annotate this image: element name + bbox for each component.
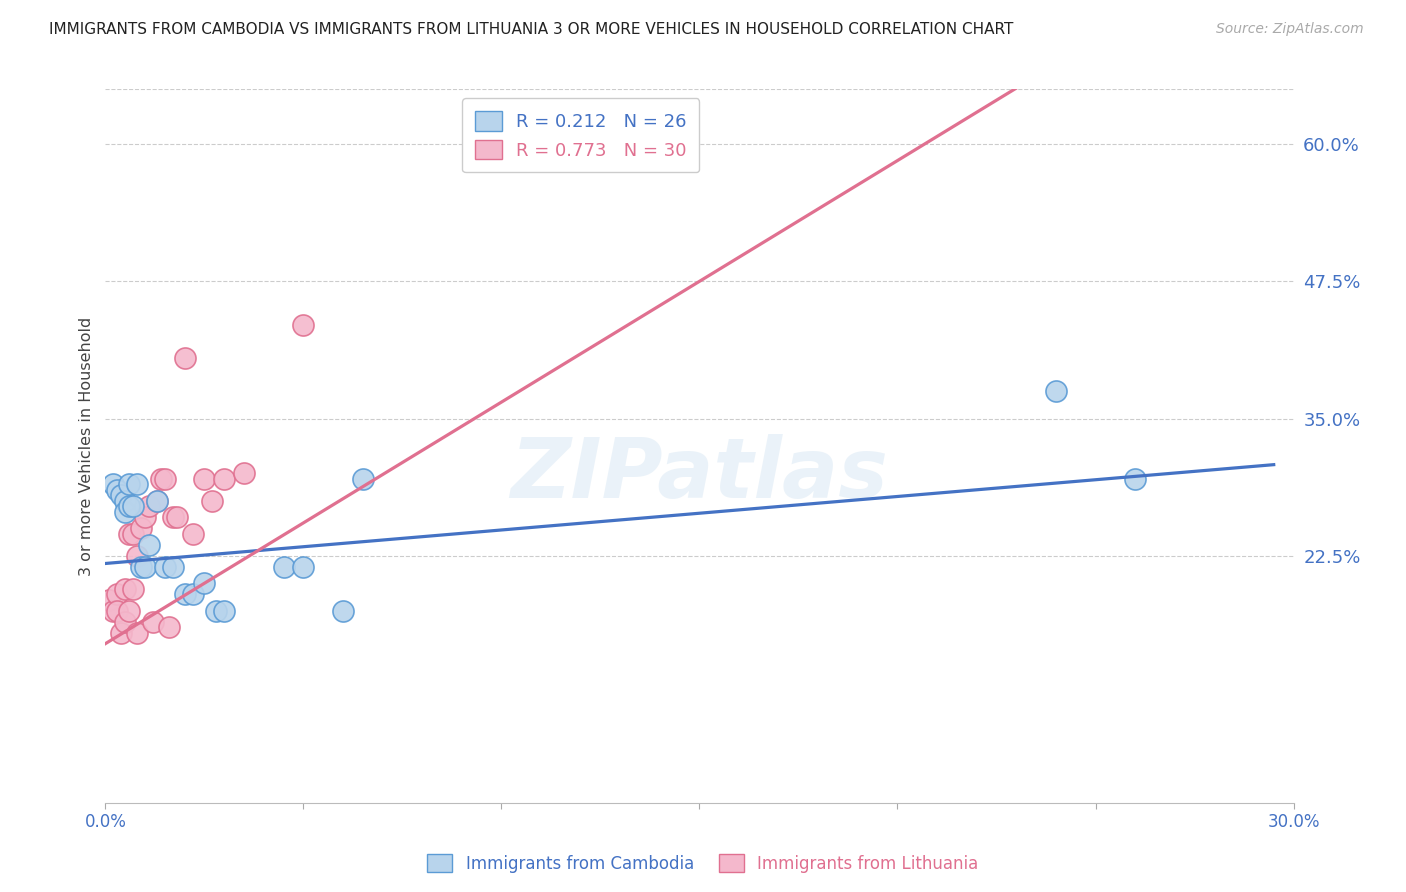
Point	[105, 483, 128, 497]
Point	[134, 510, 156, 524]
Text: IMMIGRANTS FROM CAMBODIA VS IMMIGRANTS FROM LITHUANIA 3 OR MORE VEHICLES IN HOUS: IMMIGRANTS FROM CAMBODIA VS IMMIGRANTS F…	[49, 22, 1014, 37]
Point	[122, 582, 145, 596]
Point	[110, 625, 132, 640]
Point	[162, 559, 184, 574]
Point	[1123, 472, 1146, 486]
Point	[138, 538, 160, 552]
Point	[129, 559, 152, 574]
Point	[105, 587, 128, 601]
Point	[201, 494, 224, 508]
Point	[1045, 384, 1067, 398]
Text: ZIPatlas: ZIPatlas	[510, 434, 889, 515]
Point	[114, 582, 136, 596]
Point	[129, 521, 152, 535]
Point	[118, 526, 141, 541]
Point	[214, 472, 236, 486]
Legend: R = 0.212   N = 26, R = 0.773   N = 30: R = 0.212 N = 26, R = 0.773 N = 30	[463, 98, 699, 172]
Point	[103, 604, 125, 618]
Point	[352, 472, 374, 486]
Point	[134, 559, 156, 574]
Point	[122, 500, 145, 514]
Point	[233, 467, 256, 481]
Point	[173, 351, 195, 366]
Point	[114, 505, 136, 519]
Point	[105, 604, 128, 618]
Point	[118, 500, 141, 514]
Point	[173, 587, 195, 601]
Point	[273, 559, 295, 574]
Point	[146, 494, 169, 508]
Point	[193, 472, 215, 486]
Point	[166, 510, 188, 524]
Point	[138, 500, 160, 514]
Point	[181, 587, 204, 601]
Point	[292, 559, 315, 574]
Point	[181, 526, 204, 541]
Point	[110, 488, 132, 502]
Point	[103, 477, 125, 491]
Point	[114, 615, 136, 629]
Point	[193, 576, 215, 591]
Point	[332, 604, 354, 618]
Point	[162, 510, 184, 524]
Point	[127, 477, 149, 491]
Point	[118, 477, 141, 491]
Point	[149, 472, 172, 486]
Point	[142, 615, 165, 629]
Point	[127, 549, 149, 563]
Point	[157, 620, 180, 634]
Point	[127, 625, 149, 640]
Text: Source: ZipAtlas.com: Source: ZipAtlas.com	[1216, 22, 1364, 37]
Point	[146, 494, 169, 508]
Point	[153, 472, 176, 486]
Point	[214, 604, 236, 618]
Point	[98, 592, 121, 607]
Point	[205, 604, 228, 618]
Point	[292, 318, 315, 333]
Point	[153, 559, 176, 574]
Legend: Immigrants from Cambodia, Immigrants from Lithuania: Immigrants from Cambodia, Immigrants fro…	[420, 847, 986, 880]
Point	[114, 494, 136, 508]
Y-axis label: 3 or more Vehicles in Household: 3 or more Vehicles in Household	[79, 317, 94, 575]
Point	[122, 526, 145, 541]
Point	[118, 604, 141, 618]
